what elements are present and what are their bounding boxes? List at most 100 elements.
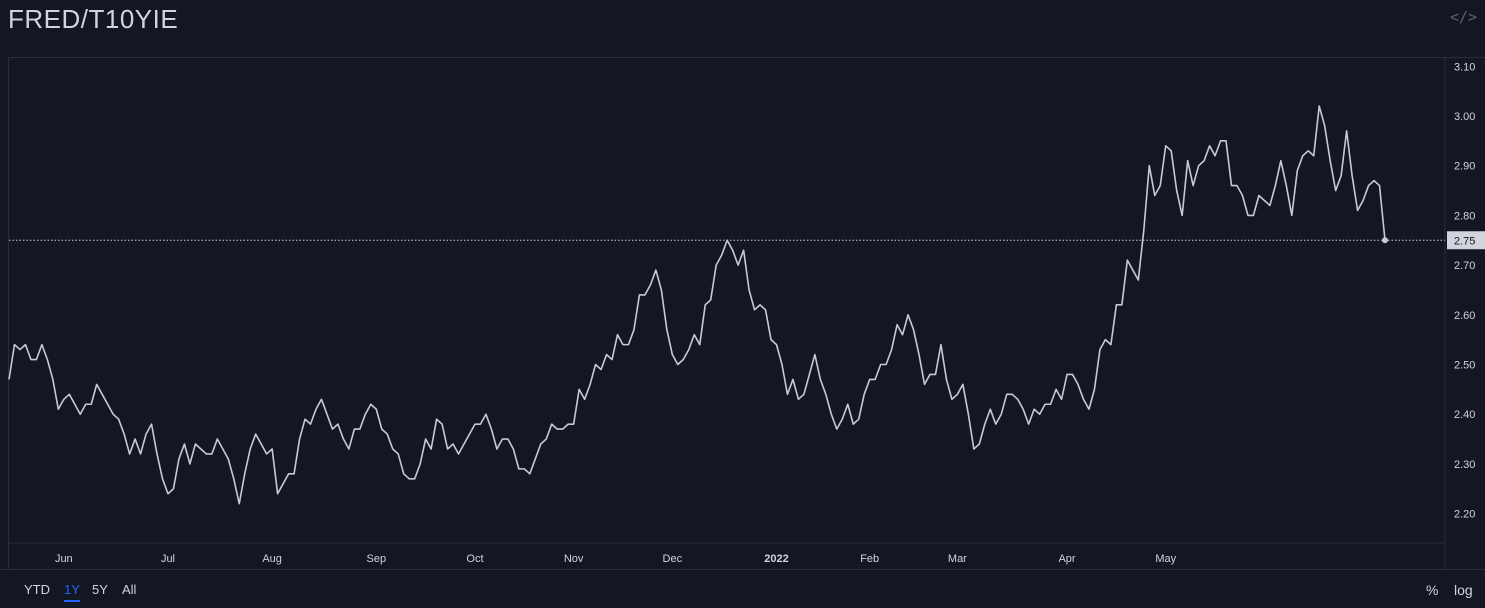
range-1y-button[interactable]: 1Y	[64, 582, 80, 602]
data-point	[1038, 413, 1041, 416]
data-point	[101, 393, 104, 396]
data-point	[632, 328, 635, 331]
data-point	[1203, 159, 1206, 162]
data-point	[24, 343, 27, 346]
data-point	[819, 378, 822, 381]
data-point	[643, 293, 646, 296]
data-point	[1148, 164, 1151, 167]
y-tick-label: 2.20	[1454, 509, 1475, 521]
price-tag-label: 2.75	[1454, 235, 1475, 247]
data-point	[1170, 149, 1173, 152]
data-point	[770, 338, 773, 341]
data-point	[1246, 214, 1249, 217]
data-point	[950, 398, 953, 401]
data-point	[589, 383, 592, 386]
data-point	[1268, 204, 1271, 207]
data-point	[1323, 124, 1326, 127]
percent-scale-button[interactable]: %	[1426, 582, 1439, 598]
data-point	[452, 443, 455, 446]
data-point	[1159, 184, 1162, 187]
data-point	[123, 433, 126, 436]
range-5y-button[interactable]: 5Y	[92, 582, 108, 597]
data-point	[232, 477, 235, 480]
data-point	[1351, 174, 1354, 177]
chart-area[interactable]	[8, 57, 1485, 569]
data-point	[1082, 398, 1085, 401]
y-tick-label: 3.10	[1454, 61, 1475, 73]
series-line	[8, 105, 1386, 505]
data-point	[430, 447, 433, 450]
data-point	[1318, 105, 1321, 108]
data-point	[1033, 408, 1036, 411]
data-point	[1257, 194, 1260, 197]
data-point	[1235, 184, 1238, 187]
range-ytd-button[interactable]: YTD	[24, 582, 50, 597]
data-point	[835, 428, 838, 431]
code-icon[interactable]: </>	[1449, 8, 1477, 26]
data-point	[446, 447, 449, 450]
data-point	[874, 378, 877, 381]
data-point	[1230, 184, 1233, 187]
data-point	[342, 438, 345, 441]
data-point	[1109, 343, 1112, 346]
data-point	[512, 447, 515, 450]
data-point	[885, 363, 888, 366]
data-point	[408, 477, 411, 480]
data-point	[1345, 129, 1348, 132]
x-tick-label: Jul	[161, 553, 175, 565]
data-point	[150, 423, 153, 426]
data-point	[1301, 154, 1304, 157]
data-point	[128, 452, 131, 455]
data-point	[1066, 373, 1069, 376]
data-point	[583, 398, 586, 401]
data-point	[1071, 373, 1074, 376]
data-point	[1055, 388, 1058, 391]
y-tick-label: 2.90	[1454, 161, 1475, 173]
data-point	[1093, 388, 1096, 391]
data-point	[221, 447, 224, 450]
data-point	[51, 378, 54, 381]
data-point	[68, 393, 71, 396]
data-point	[84, 403, 87, 406]
data-point	[907, 313, 910, 316]
log-scale-button[interactable]: log	[1454, 582, 1473, 598]
range-all-button[interactable]: All	[122, 582, 137, 597]
data-point	[863, 393, 866, 396]
data-point	[1000, 413, 1003, 416]
data-point	[759, 303, 762, 306]
data-point	[1219, 139, 1222, 142]
data-point	[1016, 398, 1019, 401]
data-point	[106, 403, 109, 406]
data-point	[775, 343, 778, 346]
data-point	[1049, 403, 1052, 406]
data-point	[441, 423, 444, 426]
data-point	[654, 269, 657, 272]
data-point	[616, 333, 619, 336]
chart-svg[interactable]: 2.20 2.30 2.40 2.50 2.60 2.70 2.80 2.90 3.00 3.10…	[0, 0, 1485, 569]
data-point	[961, 383, 964, 386]
data-point	[501, 438, 504, 441]
data-point	[1214, 154, 1217, 157]
data-point	[1312, 154, 1315, 157]
x-tick-label: Mar	[948, 553, 967, 565]
data-point	[254, 433, 257, 436]
x-tick-label: Jun	[55, 553, 73, 565]
data-point	[912, 328, 915, 331]
data-point	[1340, 174, 1343, 177]
data-point	[868, 378, 871, 381]
data-point	[852, 423, 855, 426]
x-tick-label: Nov	[564, 553, 584, 565]
data-point	[1077, 383, 1080, 386]
data-point	[249, 447, 252, 450]
data-point	[227, 457, 230, 460]
data-point	[693, 333, 696, 336]
data-point	[698, 343, 701, 346]
data-point	[939, 343, 942, 346]
data-point	[523, 467, 526, 470]
data-point	[534, 457, 537, 460]
data-point	[1285, 184, 1288, 187]
data-point	[282, 482, 285, 485]
data-point	[764, 308, 767, 311]
data-point	[1126, 259, 1129, 262]
data-point	[627, 343, 630, 346]
